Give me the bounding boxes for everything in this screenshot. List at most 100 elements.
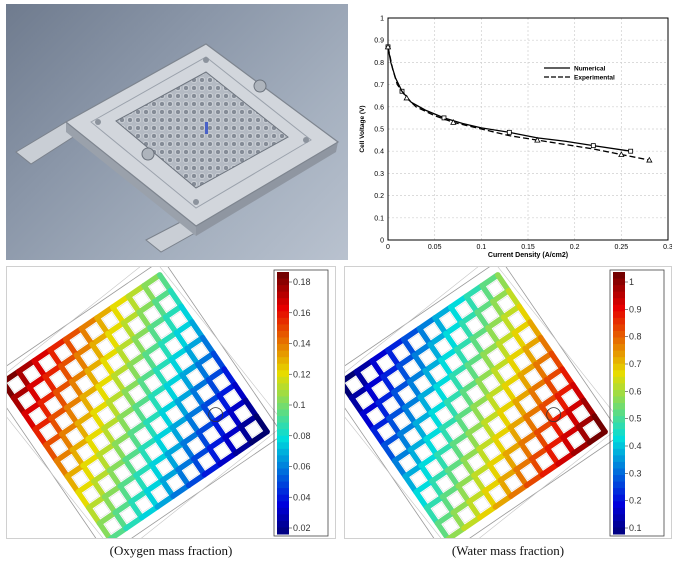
water-channel — [469, 325, 491, 342]
oxygen-rib — [70, 333, 88, 350]
oxygen-rib — [92, 433, 110, 450]
water-channel — [445, 525, 467, 538]
oxygen-channel — [80, 452, 102, 469]
water-channel — [506, 345, 528, 362]
water-rib — [463, 480, 480, 497]
water-colorbar-label: 0.4 — [629, 441, 642, 451]
oxygen-channel — [90, 399, 112, 416]
oxygen-channel — [222, 434, 239, 456]
oxygen-colorbar-label: 0.08 — [293, 431, 311, 441]
oxygen-channel — [216, 381, 238, 399]
y-tick-label: 0.8 — [374, 60, 384, 67]
oxygen-channel — [142, 340, 164, 357]
oxygen-channel — [141, 272, 163, 289]
oxygen-channel — [201, 461, 223, 478]
water-channel — [518, 429, 540, 447]
oxygen-channel — [74, 410, 96, 427]
water-channel — [463, 282, 485, 300]
oxygen-rib — [172, 448, 189, 465]
oxygen-rib — [144, 374, 162, 392]
water-channel — [495, 329, 518, 347]
water-channel — [464, 362, 481, 384]
oxygen-channel — [7, 368, 22, 383]
water-channel — [463, 293, 480, 315]
water-rib — [562, 389, 579, 407]
oxygen-channel — [168, 345, 190, 362]
water-channel — [449, 441, 466, 463]
water-rib — [541, 426, 558, 444]
water-rib — [404, 428, 421, 445]
oxygen-channel — [157, 329, 180, 347]
oxygen-channel — [169, 414, 191, 431]
oxygen-channel — [85, 425, 107, 442]
oxygen-channel — [185, 403, 207, 420]
water-channel — [401, 405, 418, 427]
oxygen-rib — [166, 406, 183, 423]
water-rib — [455, 301, 473, 318]
oxygen-channel — [126, 362, 143, 384]
water-colorbar-swatch — [613, 396, 625, 404]
oxygen-channel — [15, 358, 38, 375]
oxygen-channel — [53, 447, 76, 464]
water-channel — [464, 351, 486, 368]
oxygen-rib — [82, 417, 99, 435]
water-colorbar-swatch — [613, 461, 625, 469]
water-channel — [511, 329, 528, 352]
oxygen-channel — [53, 378, 75, 395]
oxygen-channel — [138, 435, 160, 452]
oxygen-channel — [205, 377, 222, 399]
oxygen-channel — [63, 405, 80, 427]
oxygen-channel — [31, 347, 53, 364]
oxygen-channel — [132, 404, 149, 426]
water-channel — [532, 361, 550, 383]
oxygen-channel — [190, 387, 207, 409]
water-rib — [493, 390, 511, 407]
water-channel — [348, 395, 366, 417]
oxygen-channel — [194, 350, 217, 367]
water-channel — [455, 472, 477, 489]
y-tick-label: 0.5 — [374, 127, 384, 134]
water-channel — [528, 445, 551, 462]
water-channel — [443, 388, 466, 405]
water-rib — [398, 386, 416, 403]
water-colorbar-swatch — [613, 442, 625, 450]
oxygen-channel — [142, 419, 160, 442]
water-channel — [428, 478, 446, 500]
oxygen-rib — [103, 449, 121, 466]
water-channel — [507, 424, 524, 447]
oxygen-channel — [121, 388, 138, 410]
oxygen-colorbar-swatch — [277, 324, 289, 332]
oxygen-rib — [156, 459, 173, 476]
oxygen-rib — [149, 279, 166, 297]
water-channel — [453, 335, 475, 352]
water-rib — [452, 464, 469, 482]
oxygen-rib — [159, 295, 177, 313]
oxygen-rib — [181, 327, 198, 344]
oxygen-rib — [87, 391, 104, 408]
water-rib — [473, 427, 490, 445]
water-rib — [410, 470, 427, 487]
water-rib — [467, 385, 484, 402]
oxygen-channel — [10, 395, 28, 417]
oxygen-colorbar-swatch — [277, 330, 289, 338]
oxygen-channel — [169, 424, 186, 447]
oxygen-rib — [113, 396, 130, 413]
water-channel — [427, 330, 449, 348]
water-channel — [411, 341, 433, 358]
water-channel — [434, 520, 451, 538]
water-colorbar-swatch — [613, 409, 625, 417]
water-colorbar-swatch — [613, 455, 625, 463]
oxygen-channel — [168, 356, 185, 378]
water-channel — [479, 272, 501, 289]
oxygen-channel — [136, 298, 158, 315]
oxygen-colorbar-swatch — [277, 422, 289, 430]
oxygen-rib — [135, 496, 153, 513]
water-rib — [552, 442, 569, 459]
chart-svg: 0 0.05 0.1 0.15 0.2 0.25 0.3 0 0.1 0.2 0.3 0.4 0.5 0.… — [359, 16, 672, 260]
oxygen-rib — [160, 364, 178, 381]
water-colorbar-label: 0.9 — [629, 304, 642, 314]
water-rib — [458, 506, 475, 524]
water-channel — [406, 367, 428, 385]
oxygen-rib — [98, 475, 116, 492]
water-rib — [393, 412, 411, 430]
